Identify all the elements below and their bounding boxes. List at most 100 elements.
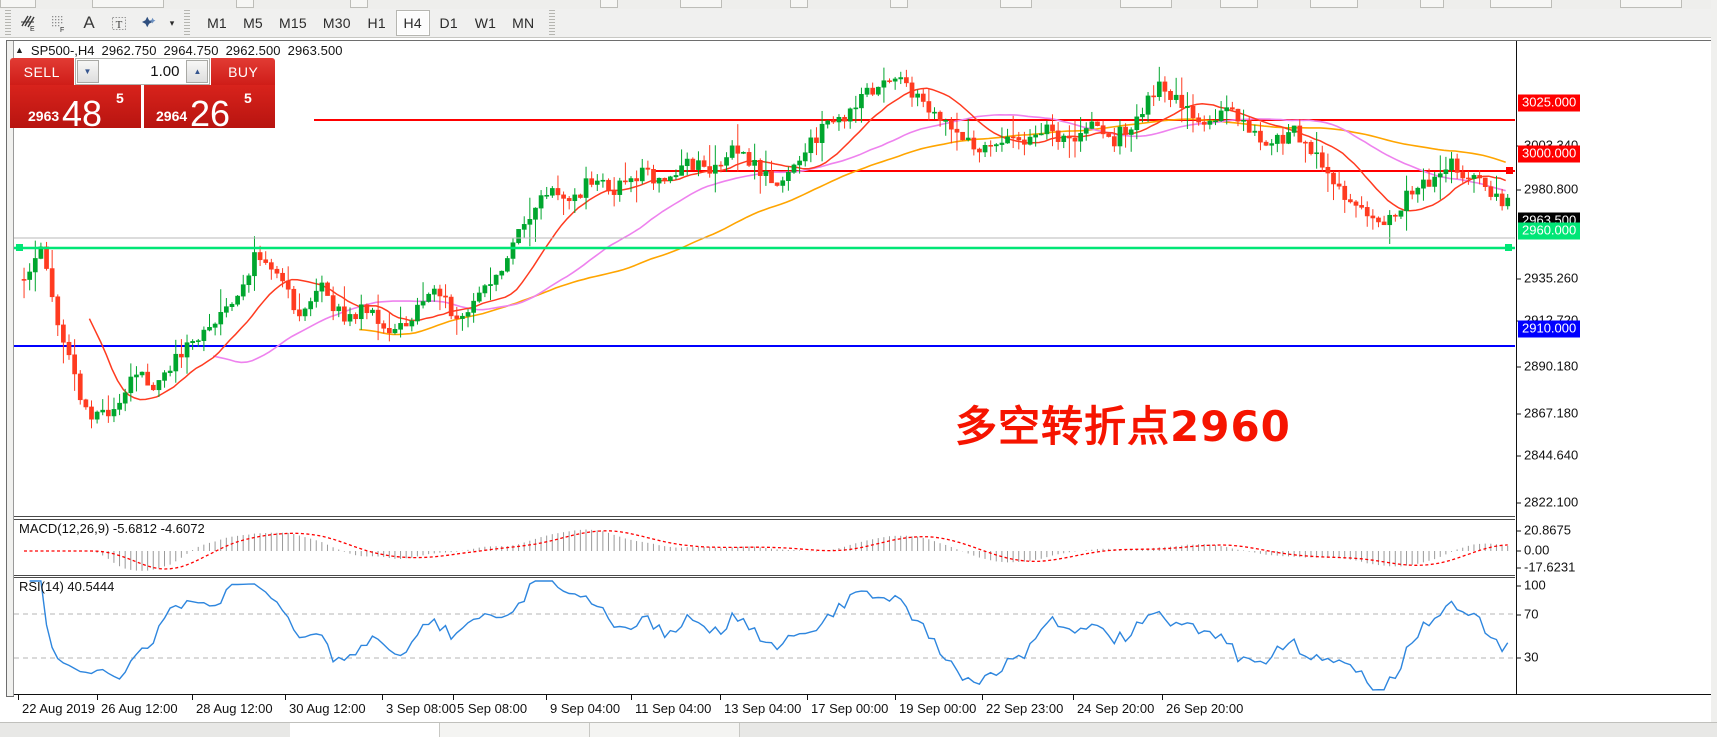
- one-click-trading-panel[interactable]: SELL ▼ 1.00 ▲ BUY 2963 48 5 2964 26 5: [10, 58, 275, 128]
- price-tick--17-6231: -17.6231: [1517, 560, 1575, 575]
- toolbar-drag-handle[interactable]: [5, 10, 11, 36]
- time-tick-mark: [97, 695, 98, 700]
- time-tick-mark: [807, 695, 808, 700]
- time-tick-mark: [285, 695, 286, 700]
- volume-increase-button[interactable]: ▲: [186, 60, 209, 83]
- time-tick-mark: [895, 695, 896, 700]
- buy-button[interactable]: BUY: [211, 58, 275, 85]
- bid-price-display[interactable]: 2963 48 5: [10, 85, 141, 128]
- text-icon[interactable]: A: [83, 13, 95, 32]
- rsi-indicator-label: RSI(14) 40.5444: [19, 579, 115, 594]
- svg-text:T: T: [116, 19, 123, 31]
- price-chart-svg: [14, 66, 1515, 429]
- timeframe-h4[interactable]: H4: [395, 10, 430, 36]
- ohlc-close: 2963.500: [287, 42, 343, 58]
- main-toolbar: E F A: [0, 9, 1717, 38]
- ask-price-main: 26: [190, 93, 231, 129]
- time-tick-mark: [382, 695, 383, 700]
- macd-chart-svg: [24, 529, 1509, 571]
- volume-stepper[interactable]: ▼ 1.00 ▲: [74, 58, 211, 85]
- bid-price-fraction: 5: [116, 90, 124, 106]
- time-label: 3 Sep 08:00: [386, 701, 457, 716]
- status-bar-tabs: [290, 723, 740, 737]
- price-tick-70: 70: [1517, 607, 1538, 622]
- text-label-icon[interactable]: T: [104, 9, 134, 37]
- toolbar-separator: [184, 10, 190, 36]
- price-tick-2890-180: 2890.180: [1517, 359, 1578, 374]
- symbol-ohlc-bar: ▲ SP500-,H4 2962.750 2964.750 2962.500 2…: [15, 41, 343, 59]
- timeframe-m1[interactable]: M1: [207, 15, 227, 31]
- timeframe-h1[interactable]: H1: [367, 15, 386, 31]
- macd-pane[interactable]: [14, 519, 1515, 576]
- timeframe-d1[interactable]: D1: [439, 15, 458, 31]
- time-tick-mark: [1073, 695, 1074, 700]
- price-pane[interactable]: [14, 58, 1515, 517]
- price-tick-2844-640: 2844.640: [1517, 448, 1578, 463]
- ohlc-open: 2962.750: [101, 42, 157, 58]
- price-tick-0-00: 0.00: [1517, 543, 1549, 558]
- svg-text:F: F: [60, 27, 64, 33]
- trade-panel-controls-row: SELL ▼ 1.00 ▲ BUY: [10, 58, 275, 85]
- price-tick-100: 100: [1517, 578, 1546, 593]
- time-tick-mark: [546, 695, 547, 700]
- time-tick-mark: [982, 695, 983, 700]
- time-label: 24 Sep 20:00: [1077, 701, 1155, 716]
- time-label: 30 Aug 12:00: [289, 701, 366, 716]
- timeframe-mn[interactable]: MN: [512, 15, 535, 31]
- collapse-triangle-icon[interactable]: ▲: [15, 44, 24, 55]
- objects-dropdown-icon[interactable]: ▾: [169, 17, 175, 28]
- price-tick-2822-100: 2822.100: [1517, 495, 1578, 510]
- price-tag-3000-000: 3000.000: [1518, 145, 1581, 163]
- bid-price-main: 48: [62, 93, 103, 129]
- price-tag-3025-000: 3025.000: [1518, 94, 1581, 112]
- time-label: 22 Aug 2019: [22, 701, 96, 716]
- time-label: 26 Sep 20:00: [1166, 701, 1244, 716]
- rsi-chart-svg: [14, 580, 1515, 691]
- time-tick-mark: [192, 695, 193, 700]
- time-tick-mark: [631, 695, 632, 700]
- ohlc-high: 2964.750: [163, 42, 219, 58]
- vertical-scrollbar[interactable]: [1711, 0, 1717, 722]
- price-tick-30: 30: [1517, 650, 1538, 665]
- toolbar-separator-2: [549, 10, 556, 36]
- ask-price-prefix: 2964: [156, 108, 188, 124]
- status-tab-3[interactable]: [590, 723, 740, 737]
- volume-input[interactable]: 1.00: [99, 59, 186, 84]
- time-label: 17 Sep 00:00: [811, 701, 889, 716]
- trade-panel-quotes-row: 2963 48 5 2964 26 5: [10, 85, 275, 128]
- time-label: 22 Sep 23:00: [986, 701, 1064, 716]
- timeframe-group: M1 M5 M15 M30 H1 H4 D1 W1 MN: [200, 10, 541, 36]
- grid-icon[interactable]: F: [44, 9, 74, 37]
- price-tag-2960-000: 2960.000: [1518, 222, 1581, 240]
- rsi-pane[interactable]: [14, 577, 1515, 693]
- time-label: 19 Sep 00:00: [899, 701, 977, 716]
- status-bar: [0, 722, 1717, 737]
- objects-icon[interactable]: [134, 9, 164, 37]
- time-label: 11 Sep 04:00: [635, 701, 712, 716]
- time-label: 5 Sep 08:00: [457, 701, 528, 716]
- chart-annotation-text: 多空转折点2960: [955, 402, 1291, 451]
- timeframe-w1[interactable]: W1: [474, 15, 497, 31]
- timeframe-m30[interactable]: M30: [322, 15, 351, 31]
- sell-button[interactable]: SELL: [10, 58, 74, 85]
- chart-window[interactable]: ▲ SP500-,H4 2962.750 2964.750 2962.500 2…: [6, 40, 1711, 729]
- symbol-label: SP500-,H4: [30, 42, 95, 58]
- indicators-icon[interactable]: E: [14, 9, 44, 37]
- status-tab-2[interactable]: [440, 723, 590, 737]
- time-label: 9 Sep 04:00: [550, 701, 621, 716]
- toolbar-overflow-strip: [0, 0, 1717, 9]
- status-tab-1[interactable]: [290, 723, 440, 737]
- macd-indicator-label: MACD(12,26,9) -5.6812 -4.6072: [19, 521, 205, 536]
- chart-left-gutter: [7, 41, 14, 696]
- volume-decrease-button[interactable]: ▼: [76, 60, 99, 83]
- time-tick-mark: [18, 695, 19, 700]
- bid-price-prefix: 2963: [28, 108, 60, 124]
- ask-price-display[interactable]: 2964 26 5: [144, 85, 275, 128]
- time-label: 28 Aug 12:00: [196, 701, 273, 716]
- price-scale[interactable]: 3025.0003003.3403000.0002980.8002963.500…: [1516, 41, 1711, 696]
- price-tag-2910-000: 2910.000: [1518, 320, 1581, 338]
- timeframe-m5[interactable]: M5: [243, 15, 263, 31]
- timeframe-m15[interactable]: M15: [279, 15, 307, 31]
- time-label: 13 Sep 04:00: [724, 701, 802, 716]
